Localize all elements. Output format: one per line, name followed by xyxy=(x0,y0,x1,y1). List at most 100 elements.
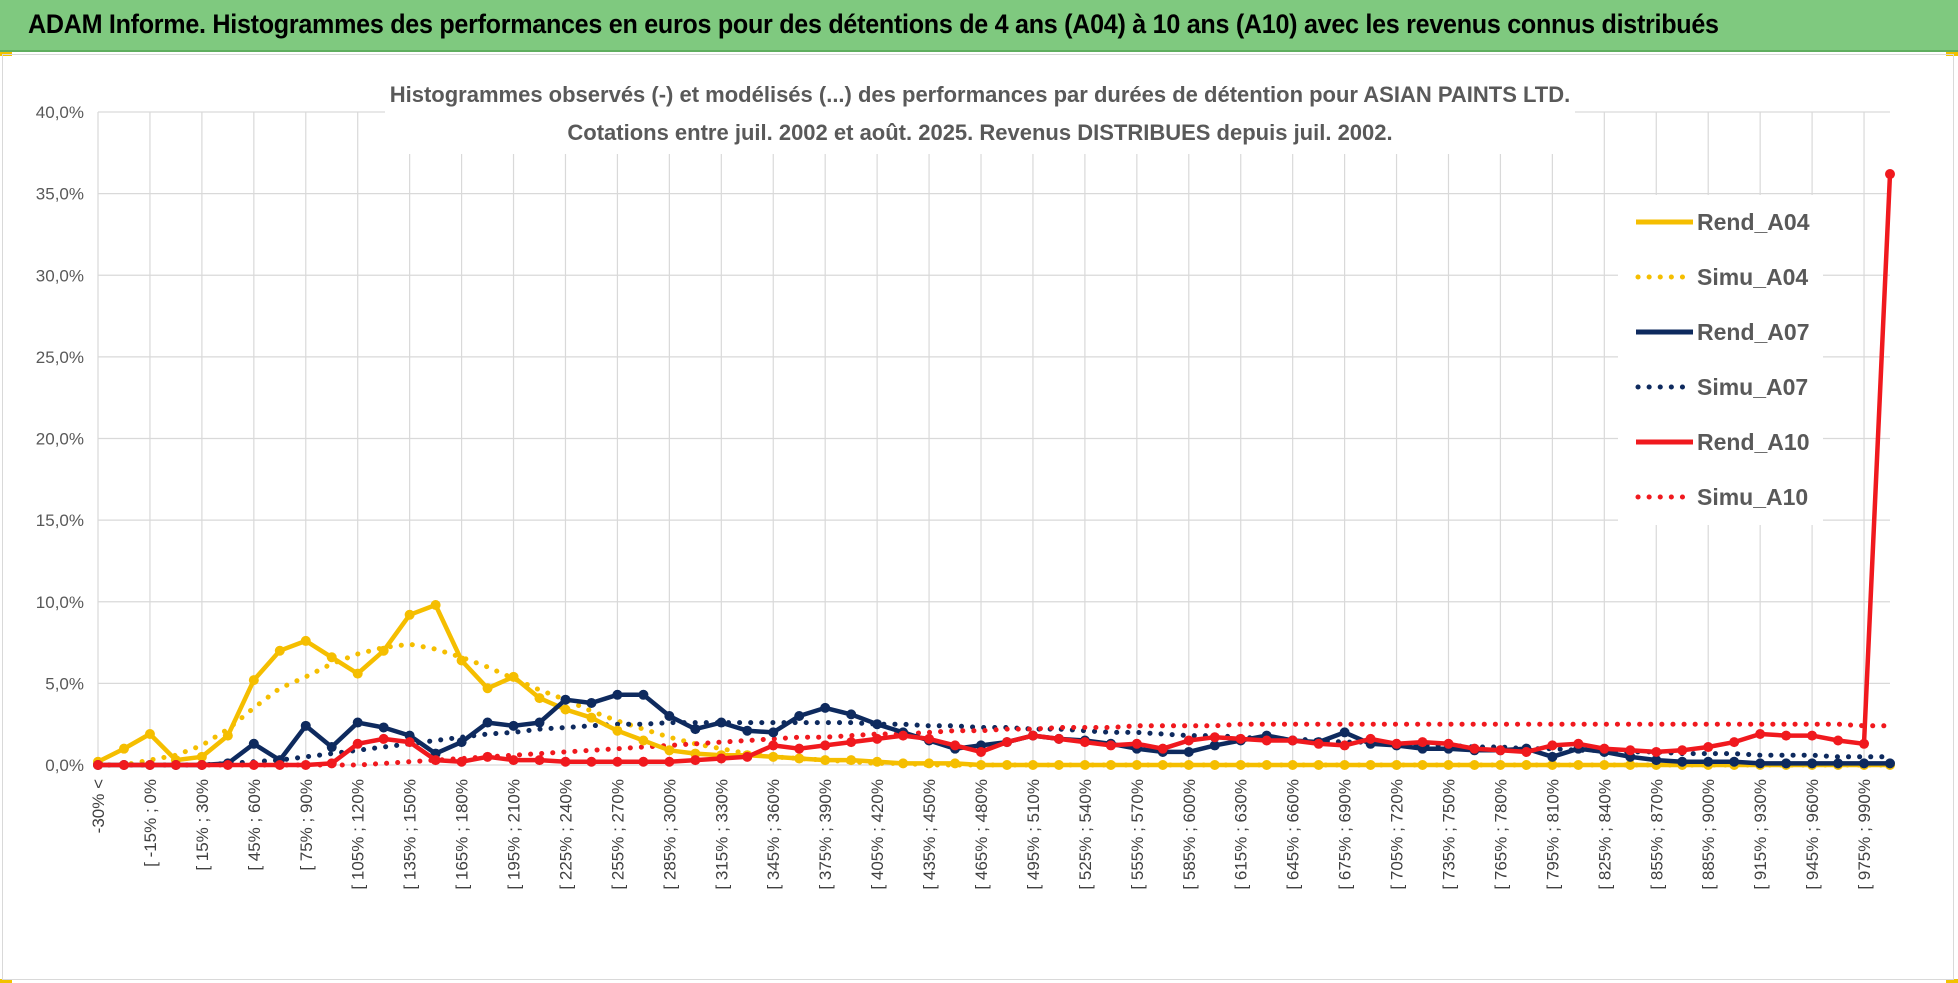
data-point xyxy=(638,756,649,767)
data-point xyxy=(1287,760,1298,770)
data-point xyxy=(1469,760,1480,770)
legend-label: Rend_A04 xyxy=(1697,209,1810,235)
x-tick-label: [ 195% ; 210% xyxy=(505,779,524,890)
data-point xyxy=(1729,756,1740,767)
data-point xyxy=(898,730,909,741)
data-point xyxy=(1365,760,1376,770)
data-point xyxy=(586,697,597,708)
data-point xyxy=(508,720,519,731)
data-point xyxy=(1625,760,1636,770)
data-point xyxy=(1729,737,1740,748)
y-tick-label: 5,0% xyxy=(45,674,84,693)
data-point xyxy=(846,709,857,720)
data-point xyxy=(1573,760,1584,770)
data-point xyxy=(1885,169,1895,180)
x-tick-label: [ -15% ; 0% xyxy=(141,779,160,867)
data-point xyxy=(1781,758,1792,769)
data-point xyxy=(93,760,103,770)
data-point xyxy=(430,755,441,766)
data-point xyxy=(612,756,623,767)
data-point xyxy=(1599,743,1610,754)
data-point xyxy=(456,737,467,748)
data-point xyxy=(534,717,545,728)
data-point xyxy=(768,740,779,751)
legend-item: Simu_A04 xyxy=(1635,264,1808,290)
data-point xyxy=(586,756,597,767)
data-point xyxy=(1651,746,1662,757)
x-tick-label: [ 615% ; 630% xyxy=(1232,779,1251,890)
data-point xyxy=(1833,758,1844,769)
data-point xyxy=(1391,738,1402,749)
data-point xyxy=(976,760,987,770)
series-line xyxy=(96,602,1890,768)
data-point xyxy=(1339,740,1350,751)
data-point xyxy=(794,753,805,764)
header-banner: ADAM Informe. Histogrammes des performan… xyxy=(0,0,1958,52)
x-tick-label: [ 315% ; 330% xyxy=(712,779,731,890)
data-point xyxy=(872,756,883,767)
data-point xyxy=(1287,735,1298,746)
x-tick-label: [ 915% ; 930% xyxy=(1751,779,1770,890)
data-point xyxy=(1339,760,1350,770)
data-point xyxy=(1105,760,1116,770)
y-axis-ticks: 0,0% 5,0% 10,0% 15,0% 20,0% 25,0% 30,0% 35,0% 40… xyxy=(36,103,84,775)
data-point xyxy=(1443,760,1454,770)
data-point xyxy=(1833,735,1844,746)
data-point xyxy=(612,689,623,700)
x-tick-label: [ 255% ; 270% xyxy=(608,779,627,890)
data-point xyxy=(1417,737,1428,748)
data-point xyxy=(196,751,207,762)
chart-legend: Rend_A04 Simu_A04 Rend_A07 Simu_A07 Rend_A10… xyxy=(1618,195,1823,525)
y-tick-label: 0,0% xyxy=(45,756,84,775)
data-point xyxy=(872,733,883,744)
data-point xyxy=(456,756,467,767)
data-point xyxy=(404,609,415,620)
x-tick-label: [ 825% ; 840% xyxy=(1595,779,1614,890)
data-point xyxy=(508,755,519,766)
x-tick-label: [ 885% ; 900% xyxy=(1699,779,1718,890)
data-point xyxy=(1859,758,1870,769)
x-tick-label: [ 945% ; 960% xyxy=(1803,779,1822,890)
data-point xyxy=(638,735,649,746)
data-point xyxy=(612,725,623,736)
data-point xyxy=(1443,738,1454,749)
data-point xyxy=(1599,760,1610,770)
data-point xyxy=(1261,735,1272,746)
x-tick-label: [ 105% ; 120% xyxy=(349,779,368,890)
data-point xyxy=(1313,738,1324,749)
data-point xyxy=(820,702,831,713)
data-point xyxy=(508,671,519,682)
data-point xyxy=(1183,746,1194,757)
data-point xyxy=(482,751,493,762)
x-tick-label: [ 645% ; 660% xyxy=(1284,779,1303,890)
data-point xyxy=(1625,745,1636,756)
data-point xyxy=(716,753,727,764)
legend-item: Rend_A07 xyxy=(1636,319,1809,345)
y-tick-label: 25,0% xyxy=(36,348,84,367)
x-tick-label: [ 345% ; 360% xyxy=(764,779,783,890)
data-point xyxy=(560,704,571,715)
data-point xyxy=(300,635,311,646)
data-point xyxy=(248,675,259,686)
x-tick-label: [ 975% ; 990% xyxy=(1855,779,1874,890)
x-tick-label: [ 285% ; 300% xyxy=(660,779,679,890)
data-point xyxy=(768,751,779,762)
data-point xyxy=(1157,760,1168,770)
data-point xyxy=(1209,740,1220,751)
data-point xyxy=(482,683,493,694)
series-line xyxy=(95,721,1893,768)
y-tick-label: 20,0% xyxy=(36,430,84,449)
data-point xyxy=(768,727,779,738)
data-point xyxy=(1495,760,1506,770)
data-point xyxy=(1131,738,1142,749)
data-point xyxy=(1001,760,1012,770)
data-point xyxy=(1261,760,1272,770)
x-tick-label: [ 555% ; 570% xyxy=(1128,779,1147,890)
data-point xyxy=(352,717,363,728)
data-point xyxy=(534,755,545,766)
series-lines xyxy=(93,169,1895,770)
series-Simu_A10 xyxy=(95,721,1893,768)
x-tick-label: [ 525% ; 540% xyxy=(1076,779,1095,890)
data-point xyxy=(1703,742,1714,753)
